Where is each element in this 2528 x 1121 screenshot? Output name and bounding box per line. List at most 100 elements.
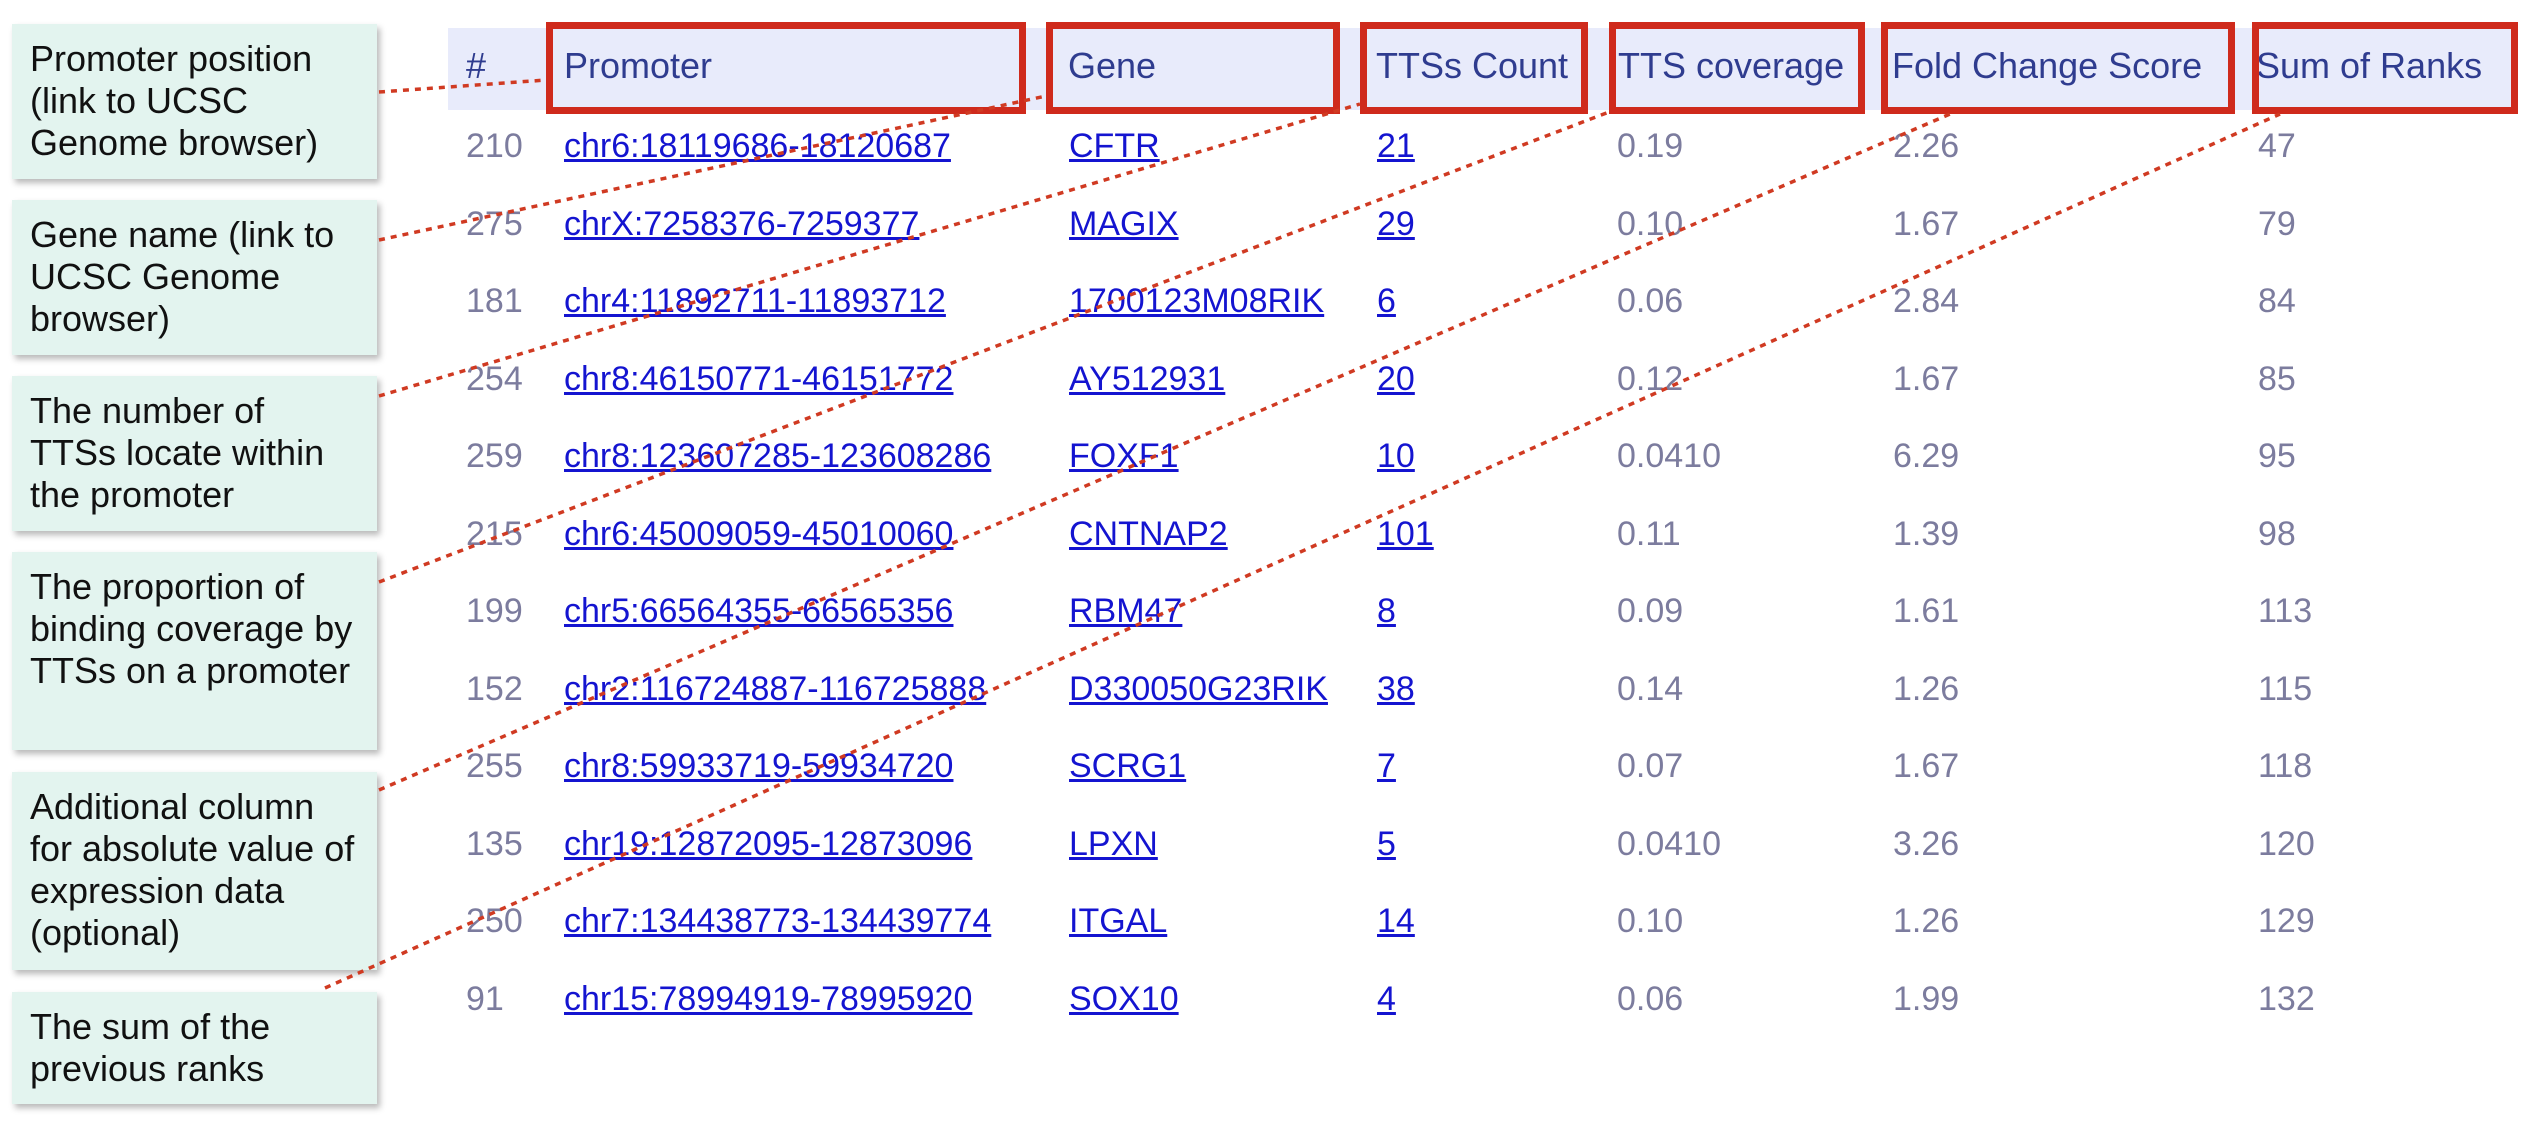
tts-count-link[interactable]: 14 <box>1377 902 1415 940</box>
highlight-box-gene <box>1046 22 1340 114</box>
gene-link[interactable]: CNTNAP2 <box>1069 515 1228 553</box>
tts-count-link[interactable]: 101 <box>1377 515 1434 553</box>
header-promoter[interactable]: Promoter <box>564 45 713 86</box>
row-index: 259 <box>466 437 523 475</box>
promoter-link[interactable]: chr6:45009059-45010060 <box>564 515 954 553</box>
sum-of-ranks-value: 98 <box>2258 515 2296 553</box>
fold-change-value: 3.26 <box>1893 825 1960 863</box>
fold-change-value: 1.67 <box>1893 747 1960 785</box>
gene-link[interactable]: MAGIX <box>1069 205 1179 243</box>
tts-count-link[interactable]: 8 <box>1377 592 1396 630</box>
header-tts-count[interactable]: TTSs Count <box>1376 45 1569 86</box>
row-index: 255 <box>466 747 523 785</box>
highlight-box-tts-count <box>1360 22 1588 114</box>
promoter-link[interactable]: chr4:11892711-11893712 <box>564 282 946 320</box>
tts-count-link[interactable]: 6 <box>1377 282 1396 320</box>
tts-count-link[interactable]: 4 <box>1377 980 1396 1018</box>
tts-coverage-value: 0.14 <box>1617 670 1684 708</box>
row-index: 152 <box>466 670 523 708</box>
highlight-box-sum-of-ranks <box>2252 22 2518 114</box>
tts-coverage-value: 0.12 <box>1617 360 1684 398</box>
gene-link[interactable]: 1700123M08RIK <box>1069 282 1325 320</box>
promoter-link[interactable]: chr7:134438773-134439774 <box>564 902 992 940</box>
fold-change-value: 1.26 <box>1893 670 1960 708</box>
tts-coverage-value: 0.06 <box>1617 282 1684 320</box>
tts-count-link[interactable]: 20 <box>1377 360 1415 398</box>
callout-tts-coverage: The proportion of binding coverage by TT… <box>12 552 377 750</box>
sum-of-ranks-value: 113 <box>2258 592 2313 630</box>
sum-of-ranks-value: 132 <box>2258 980 2315 1018</box>
sum-of-ranks-value: 85 <box>2258 360 2296 398</box>
tts-count-link[interactable]: 38 <box>1377 670 1415 708</box>
highlight-box-tts-coverage <box>1609 22 1865 114</box>
row-index: 91 <box>466 980 504 1018</box>
promoter-link[interactable]: chr2:116724887-116725888 <box>564 670 987 708</box>
row-index: 254 <box>466 360 523 398</box>
gene-link[interactable]: FOXF1 <box>1069 437 1179 475</box>
sum-of-ranks-value: 79 <box>2258 205 2296 243</box>
promoter-link[interactable]: chr5:66564355-66565356 <box>564 592 954 630</box>
header-index: # <box>466 45 487 86</box>
tts-count-link[interactable]: 5 <box>1377 825 1396 863</box>
row-index: 210 <box>466 127 523 165</box>
header-tts-coverage[interactable]: TTS coverage <box>1618 45 1845 86</box>
promoter-link[interactable]: chr8:59933719-59934720 <box>564 747 954 785</box>
sum-of-ranks-value: 84 <box>2258 282 2296 320</box>
promoter-link[interactable]: chr15:78994919-78995920 <box>564 980 973 1018</box>
leader-line-tts-coverage <box>378 110 1610 584</box>
tts-coverage-value: 0.19 <box>1617 127 1684 165</box>
sum-of-ranks-value: 95 <box>2258 437 2296 475</box>
gene-link[interactable]: AY512931 <box>1069 360 1226 398</box>
row-index: 135 <box>466 825 523 863</box>
fold-change-value: 1.61 <box>1893 592 1960 630</box>
callout-gene-name: Gene name (link to UCSC Genome browser) <box>12 200 377 355</box>
tts-count-link[interactable]: 7 <box>1377 747 1396 785</box>
row-index: 250 <box>466 902 523 940</box>
row-index: 275 <box>466 205 523 243</box>
fold-change-value: 1.99 <box>1893 980 1960 1018</box>
tts-coverage-value: 0.06 <box>1617 980 1684 1018</box>
row-index: 199 <box>466 592 523 630</box>
gene-link[interactable]: SOX10 <box>1069 980 1179 1018</box>
callout-tts-count: The number of TTSs locate within the pro… <box>12 376 377 531</box>
promoter-link[interactable]: chr8:123607285-123608286 <box>564 437 992 475</box>
header-sum-of-ranks[interactable]: Sum of Ranks <box>2256 45 2483 86</box>
tts-coverage-value: 0.07 <box>1617 747 1684 785</box>
callout-sum-of-ranks: The sum of the previous ranks <box>12 992 377 1104</box>
tts-coverage-value: 0.10 <box>1617 902 1684 940</box>
promoter-link[interactable]: chr8:46150771-46151772 <box>564 360 954 398</box>
header-fold-change-score[interactable]: Fold Change Score <box>1892 45 2203 86</box>
fold-change-value: 1.26 <box>1893 902 1960 940</box>
tts-coverage-value: 0.10 <box>1617 205 1684 243</box>
fold-change-value: 1.67 <box>1893 205 1960 243</box>
callout-fold-change: Additional column for absolute value of … <box>12 772 377 970</box>
fold-change-value: 2.84 <box>1893 282 1960 320</box>
tts-coverage-value: 0.0410 <box>1617 825 1721 863</box>
fold-change-value: 6.29 <box>1893 437 1960 475</box>
tts-count-link[interactable]: 10 <box>1377 437 1415 475</box>
gene-link[interactable]: ITGAL <box>1069 902 1168 940</box>
gene-link[interactable]: RBM47 <box>1069 592 1183 630</box>
tts-coverage-value: 0.11 <box>1617 515 1681 553</box>
sum-of-ranks-value: 129 <box>2258 902 2315 940</box>
promoter-link[interactable]: chrX:7258376-7259377 <box>564 205 920 243</box>
tts-count-link[interactable]: 21 <box>1377 127 1415 165</box>
sum-of-ranks-value: 120 <box>2258 825 2315 863</box>
tts-coverage-value: 0.0410 <box>1617 437 1721 475</box>
highlight-box-fold-change-score <box>1881 22 2235 114</box>
gene-link[interactable]: CFTR <box>1069 127 1160 165</box>
gene-link[interactable]: SCRG1 <box>1069 747 1187 785</box>
tts-count-link[interactable]: 29 <box>1377 205 1415 243</box>
fold-change-value: 1.67 <box>1893 360 1960 398</box>
promoter-link[interactable]: chr19:12872095-12873096 <box>564 825 973 863</box>
promoter-link[interactable]: chr6:18119686-18120687 <box>564 127 951 165</box>
gene-link[interactable]: D330050G23RIK <box>1069 670 1328 708</box>
row-index: 181 <box>466 282 523 320</box>
fold-change-value: 1.39 <box>1893 515 1960 553</box>
header-gene[interactable]: Gene <box>1068 45 1157 86</box>
gene-link[interactable]: LPXN <box>1069 825 1158 863</box>
row-index: 215 <box>466 515 523 553</box>
sum-of-ranks-value: 47 <box>2258 127 2296 165</box>
fold-change-value: 2.26 <box>1893 127 1960 165</box>
